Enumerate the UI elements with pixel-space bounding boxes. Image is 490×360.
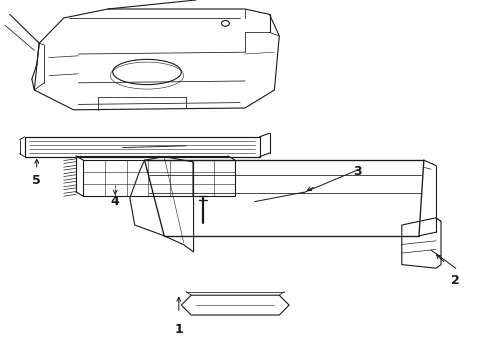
Text: 2: 2 (451, 274, 460, 287)
Text: 5: 5 (32, 174, 41, 186)
Text: 3: 3 (353, 165, 362, 177)
Text: 4: 4 (111, 195, 120, 208)
Text: 1: 1 (174, 323, 183, 336)
